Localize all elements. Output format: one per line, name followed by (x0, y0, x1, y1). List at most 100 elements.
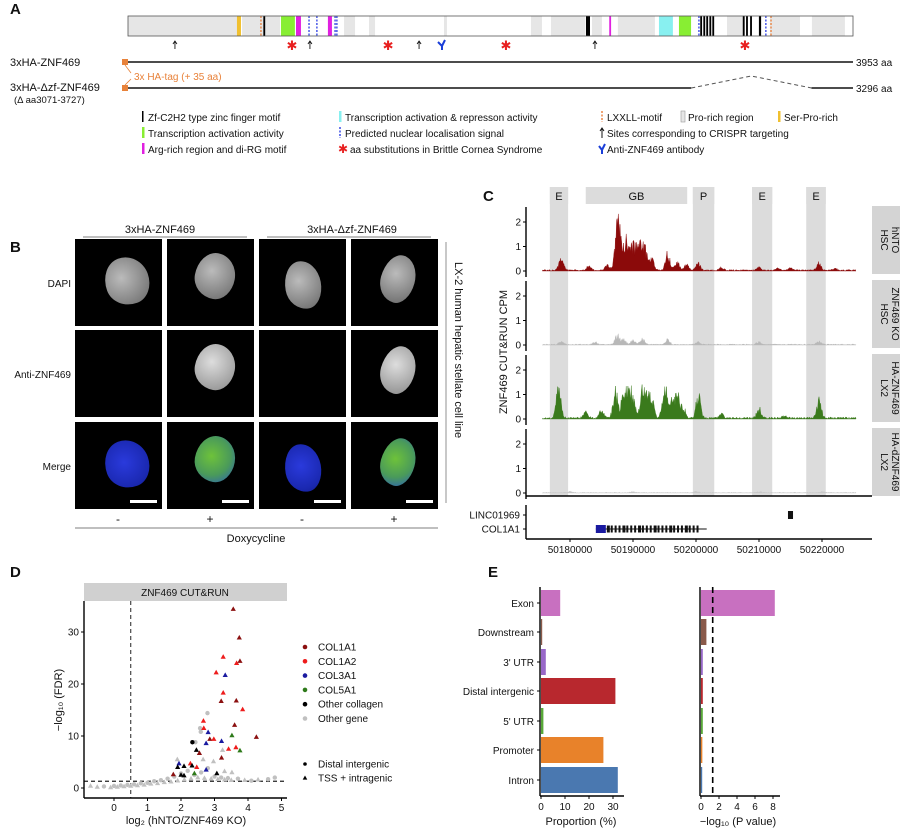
legend-swatch (302, 644, 308, 650)
data-point (196, 750, 203, 755)
nucleus (98, 250, 156, 312)
data-point (221, 768, 228, 774)
data-point (198, 770, 204, 775)
nucleus (191, 340, 239, 394)
data-point (175, 777, 181, 783)
bar (701, 619, 707, 645)
category-label: Exon (511, 599, 534, 610)
deletion-dashed-line (691, 75, 812, 89)
gene-exon (626, 525, 629, 533)
gene-exon (618, 525, 621, 533)
facet-label-line2: ZNF469 KO (889, 287, 900, 341)
data-point (225, 775, 231, 781)
data-point (220, 654, 226, 659)
gene-exon (657, 525, 660, 533)
gene-exon (638, 525, 642, 533)
legend-label: Zf-C2H2 type zinc finger motif (148, 113, 280, 124)
protein-domain-map (127, 15, 854, 37)
data-point (219, 747, 226, 752)
y-tick-label: 0 (515, 415, 521, 426)
gene-exon (673, 525, 676, 533)
data-point (221, 776, 228, 782)
pro-rich-region (727, 16, 745, 36)
zf-region (742, 16, 745, 36)
doxycycline-sign: - (116, 512, 120, 526)
zf-region (703, 16, 706, 36)
scale-bar (130, 500, 157, 503)
x-tick-label: 0 (538, 802, 544, 813)
data-point (208, 775, 214, 781)
nucleus (191, 249, 239, 303)
region-label-box (692, 187, 715, 204)
legend-label: COL5A1 (318, 685, 357, 696)
data-point (203, 740, 209, 746)
x-tick-label: 4 (734, 802, 740, 813)
gene-exon (610, 525, 613, 533)
data-point (193, 747, 200, 752)
data-point (121, 783, 127, 789)
y-tick-label: 1 (515, 464, 521, 475)
data-point (200, 718, 207, 723)
star-icon: ✱ (287, 38, 298, 53)
doxycycline-sign: - (300, 512, 304, 526)
data-point (111, 783, 117, 789)
x-axis-label: log₂ (hNTO/ZNF469 KO) (126, 815, 246, 827)
y-tick-label: 0 (515, 267, 521, 278)
facet-title: ZNF469 CUT&RUN (141, 588, 229, 599)
data-point (165, 776, 170, 781)
legend-label: aa substitutions in Brittle Cornea Syndr… (350, 145, 543, 156)
data-point (161, 779, 167, 785)
gene-exon (684, 525, 688, 533)
pro-rich-region (344, 16, 356, 36)
x-tick-label: 30 (607, 802, 619, 813)
data-point (168, 778, 174, 784)
y-tick-label: 10 (68, 732, 80, 743)
facet-label-line2: HA-ZNF469 (889, 361, 900, 415)
bar (541, 649, 546, 675)
y-tick-label: 2 (515, 292, 521, 303)
pro-rich-region (444, 16, 447, 36)
legend-label: COL1A2 (318, 657, 357, 668)
column-group-label: 3xHA-ZNF469 (125, 224, 195, 236)
data-point (220, 690, 226, 695)
zf-region (263, 16, 266, 36)
nucleus (98, 433, 156, 495)
nucleus (281, 258, 325, 312)
data-point (229, 732, 235, 738)
y-tick-label: 1 (515, 316, 521, 327)
serpro-region (236, 16, 241, 36)
x-tick-label: 3 (212, 803, 218, 814)
construct-deletion-label: (Δ aa3071-3727) (14, 95, 85, 106)
zf-region (709, 16, 712, 36)
data-point (210, 758, 217, 764)
legend-label: Other collagen (318, 700, 383, 711)
y-axis-label: −log₁₀ (FDR) (53, 669, 65, 731)
data-point (272, 775, 277, 780)
facet-strip (872, 428, 900, 496)
y-tick-label: 2 (515, 366, 521, 377)
construct-length-full: 3953 aa (856, 58, 893, 69)
zf-region (585, 16, 590, 36)
activation-region (678, 16, 692, 36)
arg-region (327, 16, 332, 36)
data-point (237, 658, 243, 663)
gene-exon (669, 525, 673, 533)
nucleus (98, 342, 156, 402)
scale-bar (314, 500, 341, 503)
panel-label-b: B (10, 239, 21, 256)
data-point (108, 784, 114, 790)
x-tick-label: 6 (752, 802, 758, 813)
x-tick-label: 5 (279, 803, 285, 814)
zf-region (746, 16, 748, 36)
gene-label: COL1A1 (482, 525, 521, 536)
bar (701, 767, 703, 793)
data-point (234, 660, 240, 665)
gene-label: LINC01969 (469, 511, 520, 522)
arrow-icon (599, 127, 605, 138)
bar (701, 649, 703, 675)
zf-region (712, 16, 715, 36)
data-point (94, 784, 100, 789)
region-label: E (555, 191, 562, 203)
zf-region (758, 16, 762, 36)
column-group-label: 3xHA-Δzf-ZNF469 (307, 224, 397, 236)
